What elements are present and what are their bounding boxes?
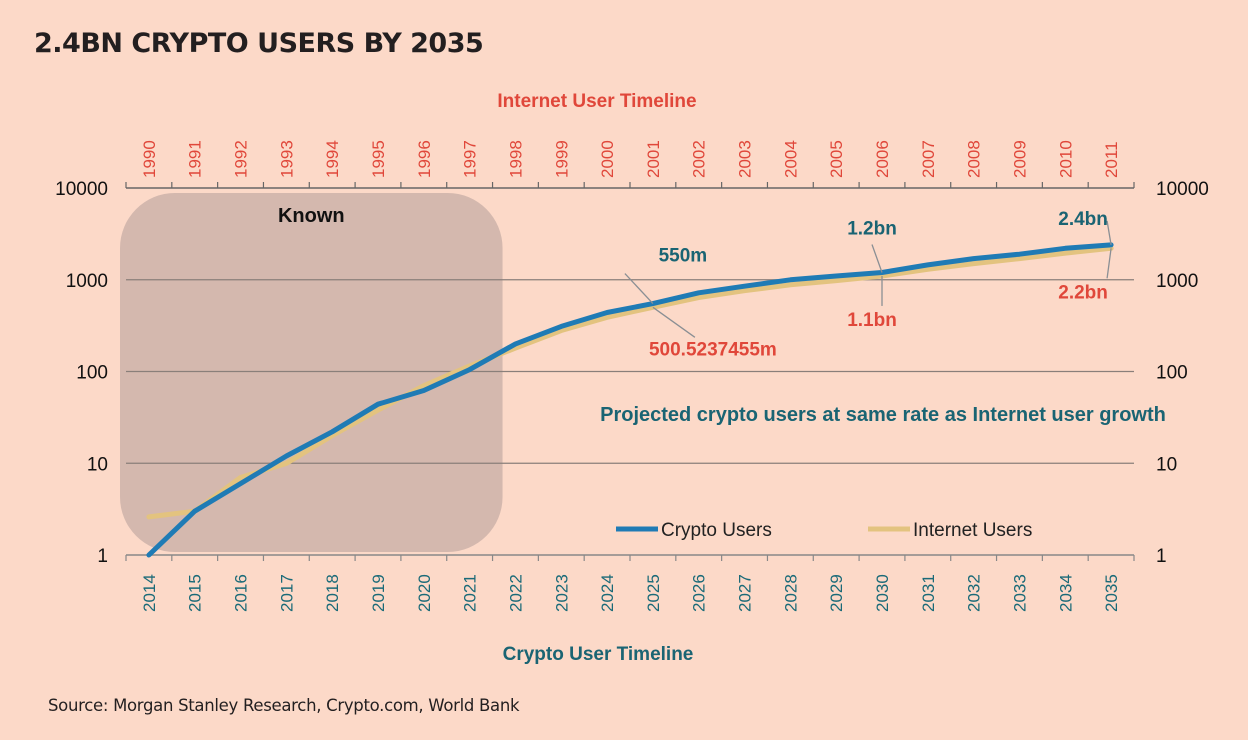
y-tick-label-right: 10000 xyxy=(1156,179,1209,200)
known-label: Known xyxy=(278,205,345,227)
bottom-axis-category-label: 2028 xyxy=(781,574,800,612)
top-axis-category-label: 2004 xyxy=(781,140,800,178)
bottom-axis-category-label: 2019 xyxy=(369,574,388,612)
series-line-crypto-users xyxy=(146,242,1114,558)
legend-label-internet: Internet Users xyxy=(913,520,1032,541)
bottom-axis-category-label: 2018 xyxy=(323,574,342,612)
bottom-axis-category-label: 2026 xyxy=(690,574,709,612)
legend-label-crypto: Crypto Users xyxy=(661,520,772,541)
annotation-label: 1.1bn xyxy=(847,310,897,331)
bottom-axis-category-label: 2014 xyxy=(140,574,159,612)
annotations: 550m 500.5237455m 1.2bn 1.1bn 2.4bn 2.2bn xyxy=(624,209,1112,360)
projection-note: Projected crypto users at same rate as I… xyxy=(600,404,1166,426)
bottom-axis-title: Crypto User Timeline xyxy=(503,644,694,665)
y-tick-label-right: 100 xyxy=(1156,363,1188,384)
top-axis-category-label: 2007 xyxy=(919,140,938,178)
top-axis-category-label: 2006 xyxy=(873,140,892,178)
bottom-axis-category-label: 2030 xyxy=(873,574,892,612)
page-title: 2.4BN CRYPTO USERS BY 2035 xyxy=(34,28,484,59)
known-region-layer: Known xyxy=(120,193,503,552)
series-line-internet-users xyxy=(146,245,1114,520)
y-tick-label-left: 10 xyxy=(87,454,108,475)
y-tick-label-left: 1000 xyxy=(66,271,108,292)
top-axis-title: Internet User Timeline xyxy=(497,91,696,112)
top-axis-category-label: 1996 xyxy=(415,140,434,178)
annotation-leader-line xyxy=(1106,220,1112,245)
annotation-leader-line xyxy=(652,306,696,338)
top-axis-category-label: 1994 xyxy=(323,140,342,178)
annotation-label: 2.4bn xyxy=(1058,209,1108,230)
bottom-axis-category-label: 2023 xyxy=(552,574,571,612)
annotation-label: 550m xyxy=(659,246,708,267)
top-axis-category-label: 2001 xyxy=(644,140,663,178)
annotation-leader-line xyxy=(871,244,883,273)
bottom-axis-category-label: 2022 xyxy=(506,574,525,612)
annotation-label: 1.2bn xyxy=(847,218,897,239)
bottom-axis-category-label: 2033 xyxy=(1010,574,1029,612)
y-tick-label-left: 10000 xyxy=(55,179,108,200)
top-axis-category-label: 1992 xyxy=(232,140,251,178)
series-lines xyxy=(146,242,1114,558)
bottom-axis-category-label: 2035 xyxy=(1102,574,1121,612)
y-tick-label-right: 10 xyxy=(1156,454,1177,475)
top-axis-category-label: 1999 xyxy=(552,140,571,178)
annotation-leader-line xyxy=(1106,248,1112,279)
top-axis-category-label: 1995 xyxy=(369,140,388,178)
legend: Crypto Users Internet Users xyxy=(616,520,1032,541)
top-axis-category-label: 2002 xyxy=(690,140,709,178)
bottom-axis-category-label: 2029 xyxy=(827,574,846,612)
axes: 1 1 10 10 100 100 1000 1000 10000 10000 1990 1991 19… xyxy=(55,140,1209,612)
top-axis-category-label: 1991 xyxy=(186,140,205,178)
top-axis-category-label: 2003 xyxy=(736,140,755,178)
top-axis-category-label: 1993 xyxy=(277,140,296,178)
top-axis-category-label: 1990 xyxy=(140,140,159,178)
y-tick-label-left: 1 xyxy=(97,546,108,567)
y-tick-label-right: 1000 xyxy=(1156,271,1198,292)
bottom-axis-category-label: 2024 xyxy=(598,574,617,612)
annotation-label: 500.5237455m xyxy=(649,339,777,360)
bottom-axis-category-label: 2031 xyxy=(919,574,938,612)
source-note: Source: Morgan Stanley Research, Crypto.… xyxy=(48,696,520,715)
bottom-axis-category-label: 2020 xyxy=(415,574,434,612)
top-axis-category-label: 2011 xyxy=(1102,141,1121,178)
known-region xyxy=(120,193,503,552)
top-axis-category-label: 2000 xyxy=(598,140,617,178)
y-tick-label-left: 100 xyxy=(76,363,108,384)
bottom-axis-category-label: 2021 xyxy=(461,574,480,612)
top-axis-category-label: 2008 xyxy=(965,140,984,178)
top-axis-category-label: 1997 xyxy=(461,140,480,178)
bottom-axis-category-label: 2025 xyxy=(644,574,663,612)
top-axis-category-label: 1998 xyxy=(506,140,525,178)
bottom-axis-category-label: 2017 xyxy=(277,574,296,612)
top-axis-category-label: 2009 xyxy=(1010,140,1029,178)
top-axis-category-label: 2010 xyxy=(1056,140,1075,178)
y-tick-label-right: 1 xyxy=(1156,546,1167,567)
bottom-axis-category-label: 2027 xyxy=(736,574,755,612)
annotation-label: 2.2bn xyxy=(1058,282,1108,303)
bottom-axis-category-label: 2015 xyxy=(186,574,205,612)
bottom-axis-category-label: 2032 xyxy=(965,574,984,612)
bottom-axis-category-label: 2016 xyxy=(232,574,251,612)
annotation-leader-line xyxy=(624,273,654,305)
bottom-axis-category-label: 2034 xyxy=(1056,574,1075,612)
top-axis-category-label: 2005 xyxy=(827,140,846,178)
